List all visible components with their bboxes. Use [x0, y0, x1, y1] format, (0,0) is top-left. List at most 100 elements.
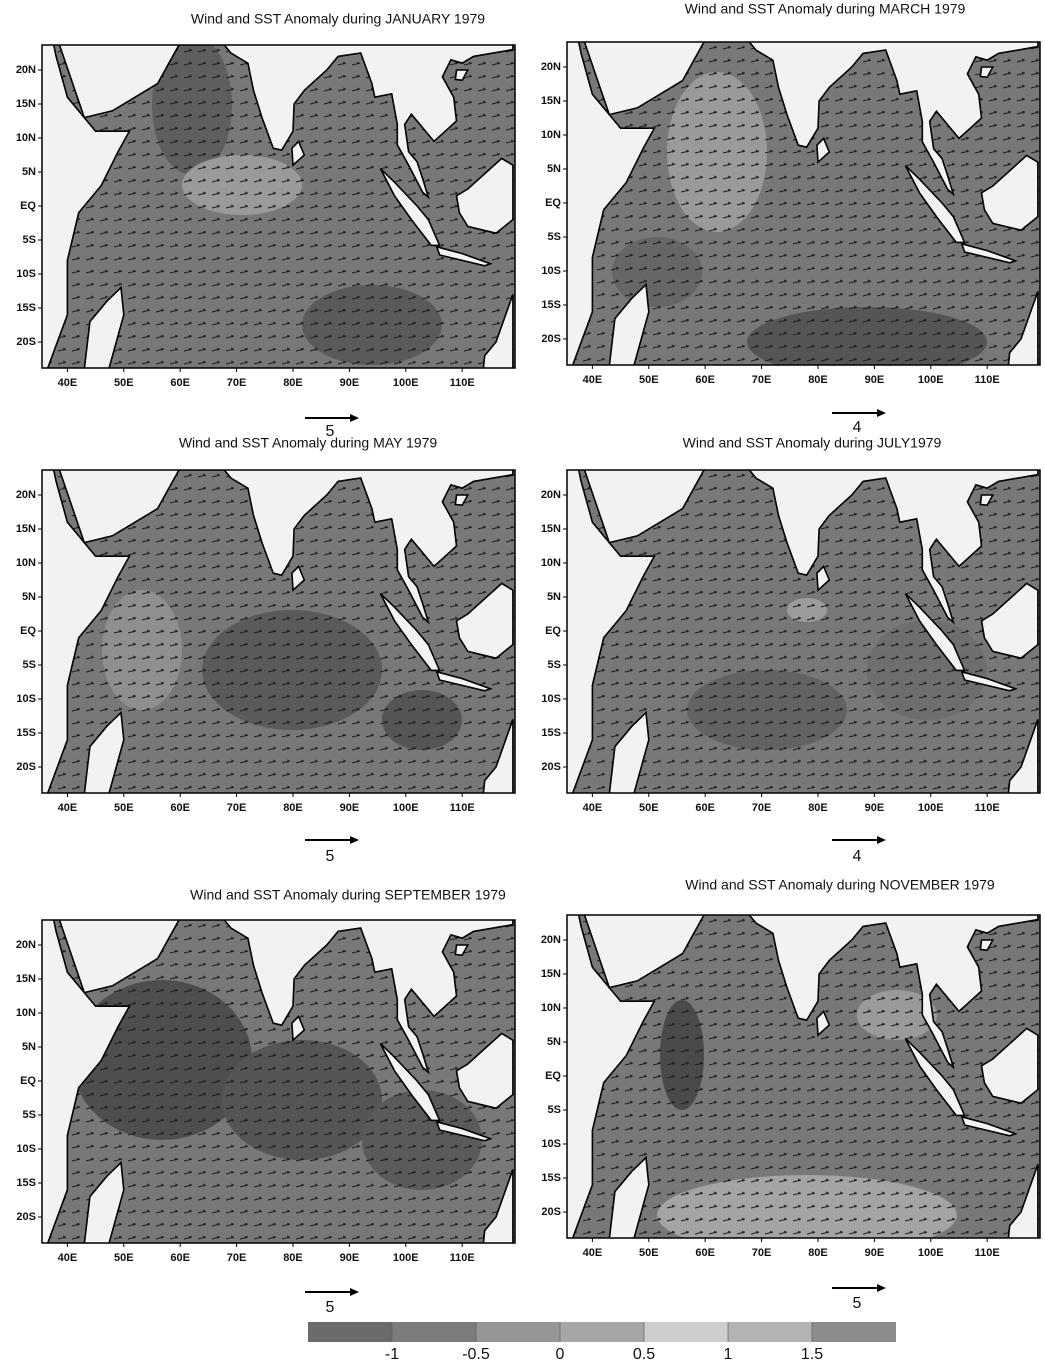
- lon-label: 80E: [283, 377, 303, 389]
- lon-label: 60E: [695, 1247, 715, 1259]
- colorbar-box: [812, 1322, 896, 1342]
- map-area: [11, 877, 515, 1285]
- lat-label: 15S: [541, 299, 561, 311]
- lat-label: EQ: [20, 200, 36, 212]
- colorbar-label: -1: [385, 1346, 399, 1363]
- reference-arrowhead: [877, 1284, 886, 1292]
- colorbar-box: [392, 1322, 476, 1342]
- lon-label: 60E: [695, 374, 715, 386]
- lat-label: 20S: [541, 333, 561, 345]
- lon-label: 40E: [58, 377, 78, 389]
- reference-arrowhead: [350, 836, 359, 844]
- lat-label: 5S: [548, 231, 561, 243]
- lon-label: 100E: [918, 374, 944, 386]
- lat-label: 5N: [547, 163, 561, 175]
- colorbar-label: 0: [556, 1346, 565, 1363]
- lat-label: 5S: [23, 1109, 36, 1121]
- lat-label: 15N: [16, 523, 36, 535]
- lat-label: 15N: [541, 523, 561, 535]
- lat-label: 15N: [541, 95, 561, 107]
- lat-label: 20N: [541, 489, 561, 501]
- lon-label: 90E: [340, 1252, 360, 1264]
- lat-label: 15N: [16, 973, 36, 985]
- lon-label: 50E: [114, 377, 134, 389]
- reference-arrowhead: [877, 409, 886, 417]
- lon-label: 70E: [227, 1252, 247, 1264]
- lon-label: 110E: [975, 374, 1000, 386]
- map-area: [11, 427, 515, 835]
- lon-label: 100E: [918, 1247, 944, 1259]
- lon-label: 70E: [227, 802, 247, 814]
- panel-title: Wind and SST Anomaly during JANUARY 1979: [191, 11, 485, 27]
- reference-arrowhead: [350, 414, 359, 422]
- lat-label: 10S: [541, 693, 561, 705]
- lon-label: 110E: [450, 1252, 475, 1264]
- lat-label: 10N: [541, 129, 561, 141]
- lat-label: 20N: [16, 64, 36, 76]
- lat-label: 15S: [16, 1177, 36, 1189]
- lat-label: 5S: [23, 659, 36, 671]
- lat-label: 10N: [16, 557, 36, 569]
- lon-label: 50E: [114, 1252, 134, 1264]
- lat-label: 10N: [16, 1007, 36, 1019]
- lat-label: 15N: [541, 968, 561, 980]
- lat-label: 10N: [541, 557, 561, 569]
- lon-label: 50E: [639, 374, 659, 386]
- lon-label: 80E: [283, 1252, 303, 1264]
- figure: Wind and SST Anomaly during JANUARY 1979…: [0, 0, 1045, 1367]
- lat-label: EQ: [545, 197, 561, 209]
- reference-label: 5: [326, 1299, 335, 1316]
- colorbar-box: [476, 1322, 560, 1342]
- lat-label: 20S: [541, 1206, 561, 1218]
- lat-label: 20S: [16, 1211, 36, 1223]
- map-area: [536, 872, 1040, 1280]
- lat-label: 10S: [16, 1143, 36, 1155]
- lon-label: 50E: [114, 802, 134, 814]
- map-area: [11, 2, 515, 410]
- panel-title: Wind and SST Anomaly during JULY1979: [683, 435, 942, 451]
- lon-label: 100E: [393, 1252, 419, 1264]
- lat-label: 10S: [541, 1138, 561, 1150]
- lon-label: 90E: [865, 374, 885, 386]
- reference-label: 5: [853, 1295, 862, 1312]
- lon-label: 100E: [393, 377, 419, 389]
- lat-label: 20N: [541, 934, 561, 946]
- lat-label: EQ: [545, 1070, 561, 1082]
- lat-label: 5N: [22, 166, 36, 178]
- lat-label: 15S: [16, 302, 36, 314]
- lon-label: 110E: [975, 1247, 1000, 1259]
- lon-label: 70E: [752, 374, 772, 386]
- colorbar-label: -0.5: [462, 1346, 490, 1363]
- colorbar-box: [560, 1322, 644, 1342]
- lon-label: 80E: [808, 1247, 828, 1259]
- reference-label: 5: [326, 848, 335, 865]
- lat-label: 5N: [547, 1036, 561, 1048]
- lat-label: 10S: [16, 693, 36, 705]
- lat-label: 10N: [16, 132, 36, 144]
- lon-label: 80E: [808, 374, 828, 386]
- lon-label: 60E: [170, 1252, 190, 1264]
- lat-label: 5N: [22, 591, 36, 603]
- lon-label: 80E: [808, 802, 828, 814]
- panel-title: Wind and SST Anomaly during SEPTEMBER 19…: [190, 887, 506, 903]
- lat-label: 20N: [16, 939, 36, 951]
- lat-label: 10S: [541, 265, 561, 277]
- lon-label: 40E: [58, 802, 78, 814]
- lon-label: 60E: [170, 377, 190, 389]
- lon-label: 110E: [975, 802, 1000, 814]
- lat-label: EQ: [20, 625, 36, 637]
- lon-label: 60E: [695, 802, 715, 814]
- lat-label: 20N: [541, 61, 561, 73]
- panel-title: Wind and SST Anomaly during MARCH 1979: [685, 1, 966, 17]
- lon-label: 40E: [583, 1247, 603, 1259]
- map-panel: 20N 15N 10N 5N EQ 5S 10S 15S 20S 40E 50E 60E 70E 80E 9…: [536, 0, 1040, 407]
- lon-label: 60E: [170, 802, 190, 814]
- lon-label: 40E: [583, 374, 603, 386]
- lon-label: 50E: [639, 1247, 659, 1259]
- lat-label: EQ: [20, 1075, 36, 1087]
- lat-label: EQ: [545, 625, 561, 637]
- colorbar-label: 1.5: [801, 1346, 823, 1363]
- lon-label: 40E: [583, 802, 603, 814]
